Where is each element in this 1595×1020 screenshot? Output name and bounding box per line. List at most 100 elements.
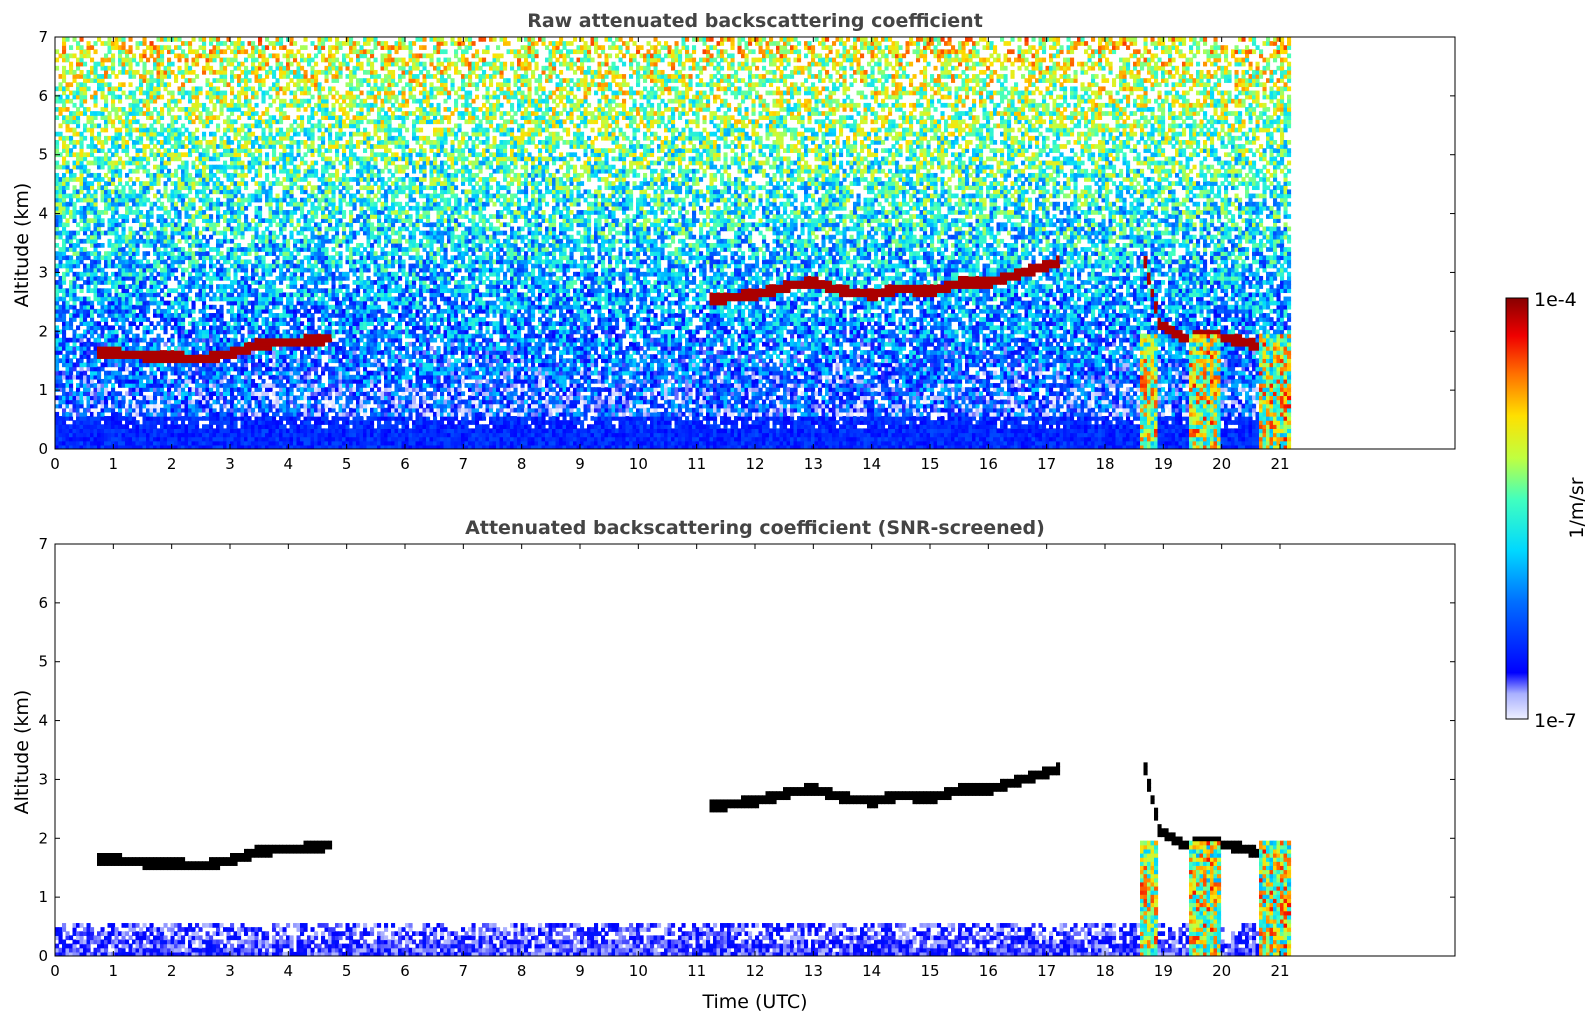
raw-cell xyxy=(237,74,242,79)
raw-cell xyxy=(121,341,126,347)
raw-cell xyxy=(153,325,158,331)
raw-cell xyxy=(226,222,231,228)
raw-cell xyxy=(118,177,123,182)
raw-cell xyxy=(121,284,126,289)
raw-cell xyxy=(258,263,263,269)
raw-cell xyxy=(55,144,60,149)
raw-cell xyxy=(160,428,165,434)
raw-cell xyxy=(93,49,98,55)
raw-cell xyxy=(181,304,186,310)
raw-cell xyxy=(275,313,280,318)
raw-cell xyxy=(118,416,123,421)
raw-cell xyxy=(114,280,119,285)
raw-cell xyxy=(202,177,207,182)
raw-cell xyxy=(65,135,70,141)
raw-cell xyxy=(289,416,294,421)
raw-cell xyxy=(181,164,186,170)
raw-cell xyxy=(244,197,249,203)
raw-cell xyxy=(107,444,112,449)
raw-cell xyxy=(128,432,133,438)
raw-cell xyxy=(209,164,214,170)
raw-cell xyxy=(111,304,116,310)
raw-cell xyxy=(100,296,105,302)
raw-cell xyxy=(261,284,266,289)
raw-cell xyxy=(275,131,280,137)
raw-cell xyxy=(167,251,172,256)
raw-cell xyxy=(125,403,130,409)
raw-cell xyxy=(174,440,179,446)
raw-cell xyxy=(188,440,193,446)
raw-cell xyxy=(289,399,294,405)
raw-cell xyxy=(160,131,165,137)
raw-cell xyxy=(275,436,280,442)
raw-cell xyxy=(65,395,70,401)
raw-cell xyxy=(114,362,119,368)
raw-cell xyxy=(195,94,200,100)
raw-cell xyxy=(125,69,130,75)
raw-cell xyxy=(93,399,98,405)
raw-cell xyxy=(261,181,266,186)
raw-cell xyxy=(275,37,280,42)
raw-cell xyxy=(167,292,172,298)
raw-cell xyxy=(111,251,116,256)
raw-cell xyxy=(65,86,70,92)
raw-cell xyxy=(184,144,189,149)
raw-cell xyxy=(167,391,172,397)
raw-cell xyxy=(62,374,67,380)
raw-cell xyxy=(90,65,95,71)
raw-cell xyxy=(83,255,88,261)
raw-cell xyxy=(233,148,238,153)
raw-cell xyxy=(76,61,81,67)
raw-cell xyxy=(237,255,242,261)
raw-cell xyxy=(114,317,119,322)
raw-cell xyxy=(90,325,95,331)
raw-cell xyxy=(83,387,88,392)
raw-cell xyxy=(83,304,88,310)
raw-cell xyxy=(167,383,172,388)
raw-cell xyxy=(289,366,294,372)
raw-cell xyxy=(237,436,242,442)
raw-cell xyxy=(79,300,84,306)
raw-cell xyxy=(258,156,263,162)
raw-cell xyxy=(156,234,161,240)
raw-cell xyxy=(100,300,105,306)
raw-cell xyxy=(261,403,266,409)
raw-cell xyxy=(90,45,95,50)
raw-cell xyxy=(107,205,112,211)
raw-cell xyxy=(153,350,158,355)
raw-cell xyxy=(93,407,98,413)
raw-cell xyxy=(55,94,60,100)
raw-cell xyxy=(62,107,67,112)
raw-cell xyxy=(107,296,112,302)
raw-cell xyxy=(258,78,263,83)
raw-cell xyxy=(282,407,287,413)
raw-cell xyxy=(97,123,102,129)
raw-cell xyxy=(244,140,249,145)
raw-cell xyxy=(181,284,186,289)
raw-cell xyxy=(160,94,165,100)
raw-cell xyxy=(76,358,81,364)
raw-cell xyxy=(69,304,74,310)
raw-cell xyxy=(223,98,228,104)
raw-cell xyxy=(258,428,263,434)
raw-cell xyxy=(181,308,186,314)
raw-cell xyxy=(240,222,245,228)
raw-cell xyxy=(282,444,287,449)
raw-cell xyxy=(146,329,151,335)
raw-cell xyxy=(55,177,60,182)
raw-cell xyxy=(223,296,228,302)
raw-cell xyxy=(188,354,193,359)
raw-cell xyxy=(240,411,245,417)
raw-cell xyxy=(219,78,224,83)
raw-cell xyxy=(237,350,242,355)
raw-cell xyxy=(132,374,137,380)
raw-cell xyxy=(100,403,105,409)
raw-cell xyxy=(275,370,280,376)
raw-cell xyxy=(174,214,179,219)
raw-cell xyxy=(156,37,161,42)
raw-cell xyxy=(100,432,105,438)
raw-cell xyxy=(216,362,221,368)
raw-cell xyxy=(132,259,137,265)
raw-cell xyxy=(135,156,140,162)
raw-cell xyxy=(139,135,144,141)
